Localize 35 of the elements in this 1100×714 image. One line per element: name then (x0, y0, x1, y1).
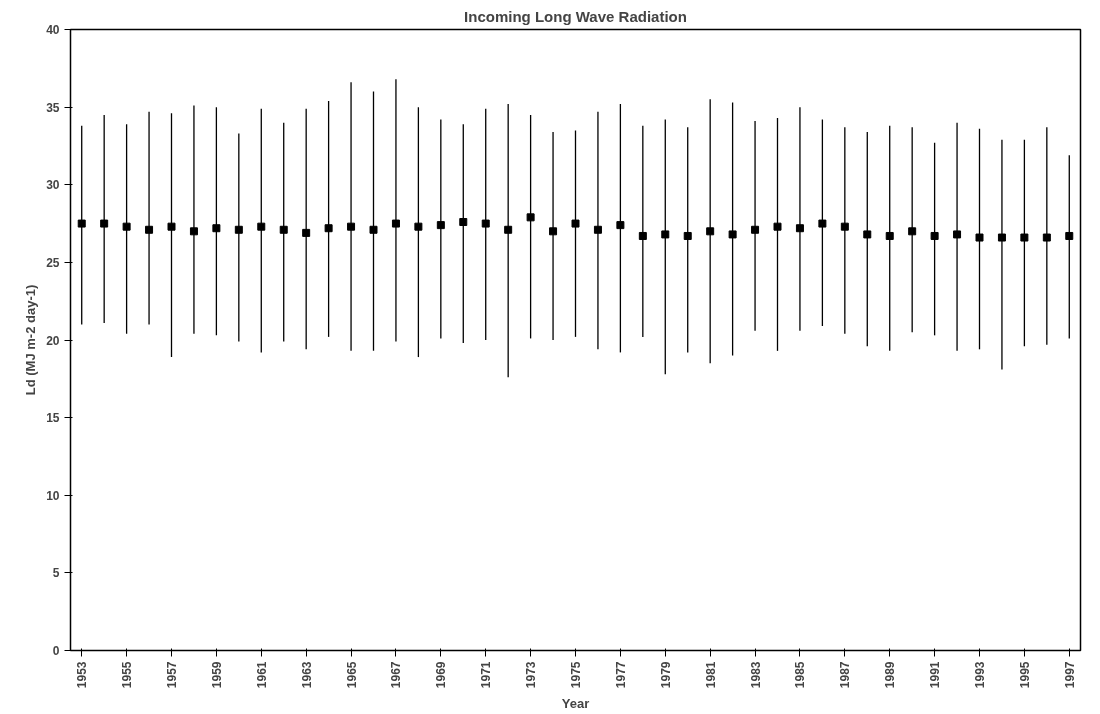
x-tick-label: 1971 (479, 661, 494, 689)
x-tick-label: 1967 (389, 661, 404, 689)
x-tick-label: 1983 (748, 661, 763, 689)
x-tick-label: 1957 (165, 661, 179, 689)
y-tick-label: 0 (52, 644, 60, 658)
y-tick-label: 35 (46, 100, 60, 115)
y-tick-label: 10 (46, 488, 60, 503)
x-tick-label: 1959 (209, 661, 224, 689)
x-tick-label: 1955 (120, 661, 135, 689)
x-tick-label: 1997 (1062, 661, 1077, 689)
x-tick-label: 1991 (928, 661, 943, 689)
y-tick-label: 25 (46, 255, 60, 270)
x-axis-title: Year (561, 696, 590, 712)
x-tick-label: 1989 (883, 661, 898, 689)
x-tick-label: 1973 (524, 661, 539, 689)
x-tick-label: 1965 (344, 661, 359, 689)
x-tick-label: 1995 (1017, 661, 1032, 689)
x-tick-label: 1985 (793, 661, 808, 689)
x-tick-label: 1961 (254, 661, 269, 689)
x-tick-label: 1981 (703, 661, 718, 689)
y-tick-label: 5 (52, 566, 60, 581)
chart-title: Incoming Long Wave Radiation (464, 7, 687, 25)
y-tick-label: 40 (46, 23, 60, 37)
x-tick-label: 1963 (299, 661, 314, 689)
x-tick-label: 1969 (434, 661, 449, 689)
x-tick-label: 1993 (973, 661, 987, 689)
x-tick-label: 1987 (838, 661, 853, 689)
y-tick-label: 30 (46, 178, 60, 193)
x-tick-label: 1975 (569, 661, 583, 689)
x-tick-label: 1979 (658, 661, 673, 689)
y-axis-title: Ld (MJ m-2 day-1) (23, 284, 39, 396)
x-tick-label: 1953 (75, 661, 90, 689)
y-tick-label: 20 (46, 333, 60, 348)
x-tick-label: 1977 (613, 661, 628, 689)
y-tick-label: 15 (46, 411, 60, 426)
